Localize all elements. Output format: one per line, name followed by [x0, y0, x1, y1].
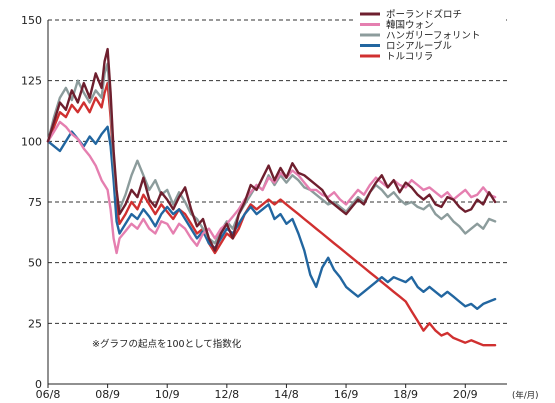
- series-line-1: [46, 120, 497, 255]
- x-tick-label: 06/8: [36, 388, 61, 401]
- legend-label-2: ハンガリーフォリント: [386, 31, 480, 42]
- series-lines: [46, 47, 497, 347]
- x-tick-label: 18/9: [393, 388, 418, 401]
- y-tick-label: 125: [21, 75, 42, 88]
- y-tick-label: 150: [21, 14, 42, 27]
- x-tick-label: 20/9: [453, 388, 478, 401]
- x-tick-label: 12/8: [214, 388, 239, 401]
- y-tick-label: 50: [28, 257, 42, 270]
- legend-label-3: ロシアルーブル: [386, 40, 452, 52]
- axes: 0 25 50 75 100 125 150 06/8 08/9 10/9 12/8 14/8 16/9…: [21, 14, 507, 401]
- y-tick-label: 25: [28, 317, 42, 330]
- x-tick-label: 16/9: [334, 388, 359, 401]
- y-tick-label: 100: [21, 135, 42, 148]
- x-tick-label: 14/8: [274, 388, 299, 401]
- legend-label-1: 韓国ウォン: [386, 20, 434, 31]
- y-tick-label: 75: [28, 196, 42, 209]
- legend-label-4: トルコリラ: [386, 52, 433, 63]
- chart-note: ※グラフの起点を100として指数化: [92, 338, 242, 350]
- y-tick-label: 0: [35, 378, 42, 391]
- series-line-3: [46, 125, 497, 310]
- x-axis-unit-label: (年/月): [512, 390, 539, 401]
- x-tick-label: 08/9: [95, 388, 120, 401]
- legend-label-0: ポーランドズロチ: [386, 9, 462, 21]
- x-tick-label: 10/9: [155, 388, 180, 401]
- series-line-0: [46, 47, 497, 252]
